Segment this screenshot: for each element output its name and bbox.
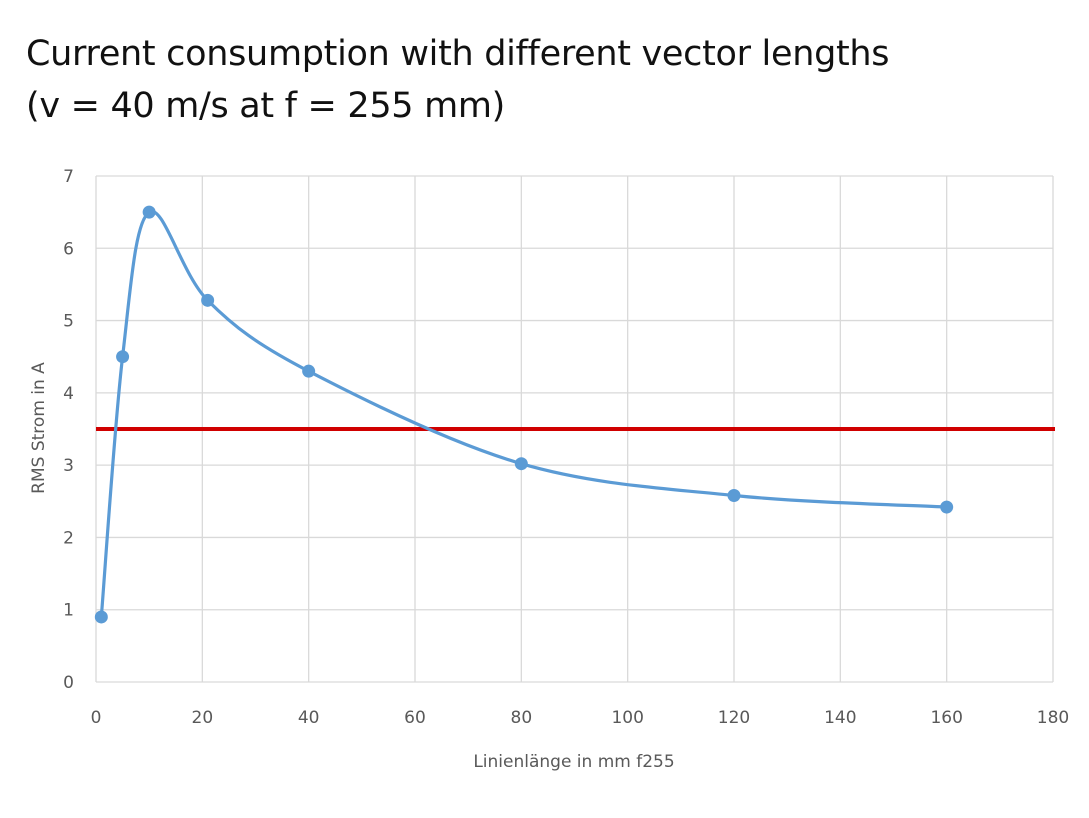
- y-axis-title: RMS Strom in A: [29, 362, 49, 494]
- x-tick-label: 80: [511, 708, 533, 728]
- x-tick-label: 20: [192, 708, 214, 728]
- data-point: [94, 610, 108, 624]
- chart-title: Current consumption with different vecto…: [26, 28, 890, 132]
- data-point: [727, 489, 741, 503]
- data-point: [514, 457, 528, 471]
- x-tick-label: 160: [930, 708, 962, 728]
- y-tick-label: 3: [63, 456, 74, 476]
- data-point: [116, 350, 130, 364]
- x-tick-label: 0: [91, 708, 102, 728]
- x-tick-label: 100: [611, 708, 643, 728]
- series-layer: [94, 205, 954, 624]
- x-tick-label: 60: [404, 708, 426, 728]
- data-point: [940, 500, 954, 514]
- y-tick-label: 6: [63, 239, 74, 259]
- data-point: [201, 293, 215, 307]
- chart-title-line-2: (v = 40 m/s at f = 255 mm): [26, 86, 506, 126]
- data-point: [302, 364, 316, 378]
- series-line: [99, 209, 949, 619]
- x-tick-label: 180: [1037, 708, 1069, 728]
- x-tick-label: 120: [718, 708, 750, 728]
- data-point: [142, 205, 156, 219]
- chart-title-line-1: Current consumption with different vecto…: [26, 34, 890, 74]
- y-tick-label: 2: [63, 528, 74, 548]
- y-tick-label: 4: [63, 384, 74, 404]
- y-tick-label: 1: [63, 601, 74, 621]
- y-tick-label: 0: [63, 673, 74, 693]
- y-tick-label: 7: [63, 167, 74, 187]
- x-axis-title: Linienlänge in mm f255: [473, 752, 674, 772]
- tick-labels: 0 20 40 60 80 100 120 140 160 180 0 1 2 3 4 5 6 7: [63, 167, 1069, 728]
- x-tick-label: 40: [298, 708, 320, 728]
- x-tick-label: 140: [824, 708, 856, 728]
- y-tick-label: 5: [63, 312, 74, 332]
